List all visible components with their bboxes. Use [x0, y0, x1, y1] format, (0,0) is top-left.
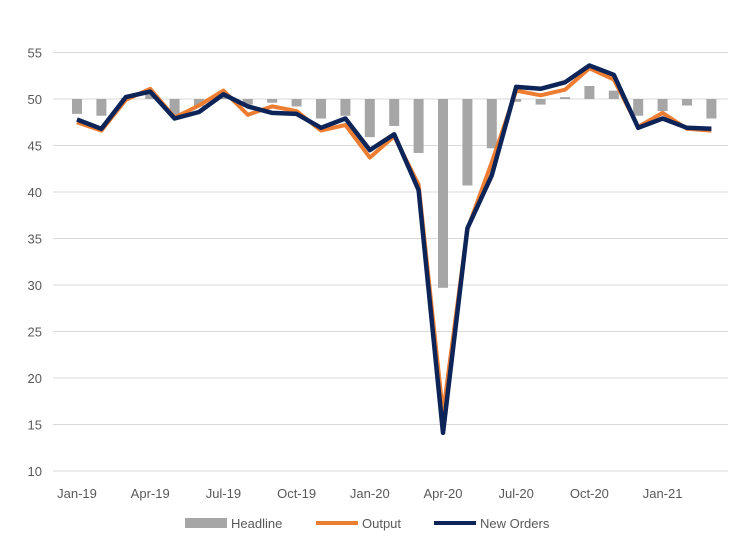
- y-tick-label: 20: [28, 371, 42, 386]
- headline-bar: [413, 99, 424, 153]
- x-tick-label: Oct-19: [277, 486, 316, 501]
- y-tick-label: 25: [28, 325, 42, 340]
- x-axis: Jan-19 Apr-19 Jul-19 Oct-19 Jan-20 Apr-20 Jul-…: [57, 486, 682, 501]
- headline-bar: [389, 99, 400, 126]
- headline-bar: [218, 96, 229, 99]
- y-tick-label: 40: [28, 185, 42, 200]
- headline-bar: [608, 90, 619, 99]
- series-lines: [76, 63, 712, 436]
- y-tick-label: 55: [28, 46, 42, 61]
- legend-label: Output: [362, 516, 401, 531]
- headline-bar: [242, 99, 253, 105]
- x-tick-label: Jul-20: [498, 486, 533, 501]
- headline-bar: [291, 99, 302, 107]
- y-tick-label: 45: [28, 139, 42, 154]
- x-tick-label: Jan-21: [643, 486, 683, 501]
- x-tick-label: Jan-19: [57, 486, 97, 501]
- y-tick-label: 10: [28, 464, 42, 479]
- x-tick-label: Oct-20: [570, 486, 609, 501]
- y-tick-label: 50: [28, 92, 42, 107]
- y-tick-label: 35: [28, 232, 42, 247]
- x-tick-label: Apr-20: [423, 486, 462, 501]
- headline-bar: [706, 99, 717, 119]
- y-tick-label: 15: [28, 418, 42, 433]
- y-tick-label: 30: [28, 278, 42, 293]
- headline-bar: [194, 99, 204, 107]
- headline-bar: [72, 99, 82, 114]
- new-orders-line: [76, 63, 712, 436]
- headline-bar: [438, 99, 448, 288]
- headline-bar: [535, 99, 546, 105]
- legend-swatch-headline: [185, 518, 227, 528]
- headline-bar: [560, 97, 570, 99]
- x-tick-label: Apr-19: [131, 486, 170, 501]
- headline-bar: [657, 99, 668, 112]
- headline-bar: [682, 99, 692, 106]
- legend: Headline Output New Orders: [185, 516, 550, 531]
- legend-label: New Orders: [480, 516, 550, 531]
- headline-bar: [364, 99, 375, 138]
- headline-bar: [145, 93, 156, 99]
- headline-bar: [169, 99, 180, 117]
- headline-bar: [462, 99, 473, 186]
- headline-bar: [267, 99, 278, 103]
- headline-bar: [584, 85, 595, 99]
- x-tick-label: Jan-20: [350, 486, 390, 501]
- y-axis: 10 15 20 25 30 35 40 45 50 55: [28, 46, 42, 480]
- headline-bar: [486, 99, 497, 149]
- headline-bar: [316, 99, 326, 119]
- legend-label: Headline: [231, 516, 282, 531]
- headline-bar: [340, 99, 351, 116]
- headline-bar: [633, 99, 644, 116]
- headline-bars: [72, 85, 717, 288]
- headline-bar: [96, 99, 107, 116]
- headline-bar: [511, 99, 522, 102]
- x-tick-label: Jul-19: [206, 486, 241, 501]
